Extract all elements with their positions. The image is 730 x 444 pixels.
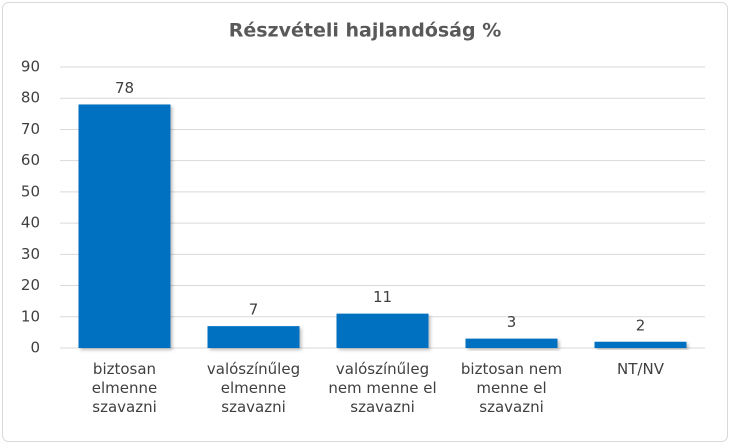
bar <box>78 104 171 348</box>
data-label: 78 <box>115 79 134 97</box>
bar <box>594 341 687 348</box>
y-tick-label: 50 <box>21 182 40 200</box>
y-tick-label: 0 <box>30 339 40 357</box>
data-label: 7 <box>249 301 259 319</box>
y-tick-label: 80 <box>21 89 40 107</box>
bar <box>465 338 558 348</box>
data-label: 2 <box>636 316 646 334</box>
x-tick-label: valószínűleg elmenne szavazni <box>206 360 301 416</box>
bar <box>336 313 429 348</box>
y-tick-label: 20 <box>21 276 40 294</box>
y-tick-label: 40 <box>21 214 40 232</box>
y-tick-label: 60 <box>21 151 40 169</box>
x-tick-label: valószínűleg nem menne el szavazni <box>328 360 437 416</box>
chart-title: Részvételi hajlandóság % <box>229 20 502 42</box>
bar <box>207 326 300 348</box>
x-tick-label: biztosan elmenne szavazni <box>91 360 158 416</box>
x-tick-label: NT/NV <box>617 360 664 378</box>
data-label: 3 <box>507 313 517 331</box>
data-label: 11 <box>373 288 392 306</box>
y-tick-label: 70 <box>21 120 40 138</box>
y-tick-label: 10 <box>21 307 40 325</box>
y-tick-label: 90 <box>21 58 40 76</box>
x-tick-label: biztosan nem menne el szavazni <box>460 360 563 416</box>
y-tick-label: 30 <box>21 245 40 263</box>
